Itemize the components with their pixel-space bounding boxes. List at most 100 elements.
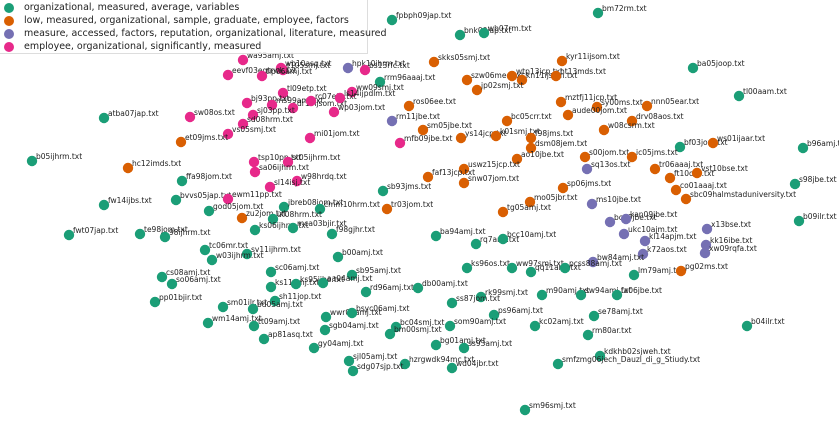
scatter-point: te98jom.txt <box>134 225 188 240</box>
scatter-point: kk16ibe.txt <box>700 236 752 251</box>
point-label: sw94amj.txt <box>585 286 631 295</box>
point-marker <box>328 106 340 118</box>
point-label: sc06amj.txt <box>275 263 319 272</box>
point-label: wa95amj.txt <box>247 51 294 60</box>
point-label: x13bse.txt <box>711 220 751 229</box>
scatter-point: mi01jom.txt <box>304 129 360 144</box>
scatter-point: tg05amj.txt <box>497 203 551 218</box>
scatter-point: nnn05ear.txt <box>641 97 699 112</box>
scatter-point: tl00aam.txt <box>733 87 787 102</box>
scatter-point: faf13jcp.txt <box>422 168 475 183</box>
point-marker <box>166 278 178 290</box>
point-label: rm80ar.txt <box>592 326 632 335</box>
scatter-point: bvvs05jap.txt <box>170 191 231 206</box>
point-label: ww97smj.txt <box>516 259 564 268</box>
scatter-point: rm11jbe.txt <box>386 112 440 127</box>
point-marker <box>587 256 599 268</box>
point-marker <box>618 228 630 240</box>
point-marker <box>184 111 196 123</box>
point-label: bcc10amj.txt <box>507 230 556 239</box>
point-label: jp02smj.txt <box>480 81 523 90</box>
point-marker <box>248 320 260 332</box>
point-label: bm72rm.txt <box>602 4 647 13</box>
point-label: ic05jms.txt <box>636 148 678 157</box>
scatter-point: ros06ee.txt <box>403 97 456 112</box>
scatter-point: sjl05amj.txt <box>343 352 397 367</box>
scatter-point: sb95amj.txt <box>346 266 401 281</box>
point-label: ms99amj.txt <box>276 96 324 105</box>
point-marker <box>591 101 603 113</box>
point-marker <box>386 14 398 26</box>
point-marker <box>626 151 638 163</box>
point-label: tt09amj.txt <box>258 317 300 326</box>
point-marker <box>320 311 332 323</box>
point-label: k72aos.txt <box>647 245 687 254</box>
point-marker <box>478 27 490 39</box>
point-marker <box>360 286 372 298</box>
legend-marker <box>4 2 14 13</box>
point-label: vst10bse.txt <box>701 164 748 173</box>
point-marker <box>700 239 712 251</box>
point-label: bf03jom.txt <box>684 138 728 147</box>
scatter-point: tt09amj.txt <box>248 317 300 332</box>
point-marker <box>390 321 402 333</box>
scatter-point: som90amj.txt <box>444 317 506 332</box>
point-marker <box>620 213 632 225</box>
scatter-point: bf03jom.txt <box>674 138 728 153</box>
scatter-point: ww97smj.txt <box>506 259 564 274</box>
scatter-point: ws01ijaar.txt <box>707 134 765 149</box>
legend: organizational, measured, average, varia… <box>0 0 387 54</box>
scatter-point: sm01ilr.txt <box>217 298 267 313</box>
legend-marker <box>4 28 14 39</box>
scatter-point: bc09jbe.txt <box>604 213 657 228</box>
point-marker <box>511 153 523 165</box>
point-marker <box>266 99 278 111</box>
scatter-point: b09ilr.txt <box>793 212 837 227</box>
point-label: tsp10pp.txt <box>258 153 301 162</box>
point-label: dsm08jem.txt <box>535 139 587 148</box>
point-marker <box>203 205 215 217</box>
point-marker <box>598 124 610 136</box>
point-marker <box>287 222 299 234</box>
point-marker <box>422 171 434 183</box>
scatter-point: kl14apjm.txt <box>639 232 696 247</box>
point-marker <box>586 198 598 210</box>
scatter-point: 98ijhrm.txt <box>159 228 210 243</box>
point-label: snw07jom.txt <box>468 174 519 183</box>
point-marker <box>134 228 146 240</box>
point-label: vs05smj.txt <box>232 125 276 134</box>
scatter-point: sl14isj.txt <box>264 178 310 193</box>
point-label: ms10jbe.txt <box>596 195 641 204</box>
point-label: fwt07jap.txt <box>73 226 118 235</box>
point-marker <box>394 137 406 149</box>
scatter-point: wtp13jcp.txt <box>506 67 563 82</box>
point-marker <box>384 328 396 340</box>
point-label: mfb09jbe.txt <box>404 134 452 143</box>
point-marker <box>199 244 211 256</box>
scatter-point: st05ijhrm.txt <box>282 153 340 168</box>
point-marker <box>446 297 458 309</box>
point-marker <box>277 87 289 99</box>
point-label: ss93amj.txt <box>468 339 512 348</box>
point-marker <box>789 178 801 190</box>
scatter-point: ww09smj.txt <box>346 83 404 98</box>
point-label: rrm96aaaj.txt <box>384 73 435 82</box>
scatter-point: hzrgwdk94mc.txt <box>399 355 474 370</box>
scatter-point: sm96smj.txt <box>519 401 576 416</box>
point-marker <box>497 233 509 245</box>
point-marker <box>386 115 398 127</box>
point-marker <box>594 350 606 362</box>
point-label: ws01ijaar.txt <box>717 134 765 143</box>
point-marker <box>604 216 616 228</box>
point-marker <box>287 102 299 114</box>
point-marker <box>159 231 171 243</box>
scatter-point: hc12imds.txt <box>122 159 181 174</box>
scatter-point: sc06amj.txt <box>265 263 319 278</box>
scatter-point: dr15ijsom.txt <box>287 99 347 114</box>
scatter-point: bc05crr.txt <box>501 112 552 127</box>
point-marker <box>98 199 110 211</box>
point-label: wb07rm.txt <box>488 24 531 33</box>
point-marker <box>332 251 344 263</box>
scatter-point: b05ijhrm.txt <box>26 152 82 167</box>
point-marker <box>516 74 528 86</box>
